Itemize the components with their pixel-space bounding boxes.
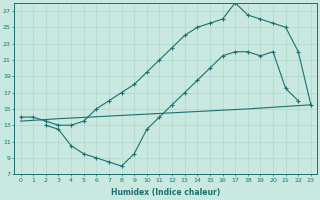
X-axis label: Humidex (Indice chaleur): Humidex (Indice chaleur)	[111, 188, 220, 197]
